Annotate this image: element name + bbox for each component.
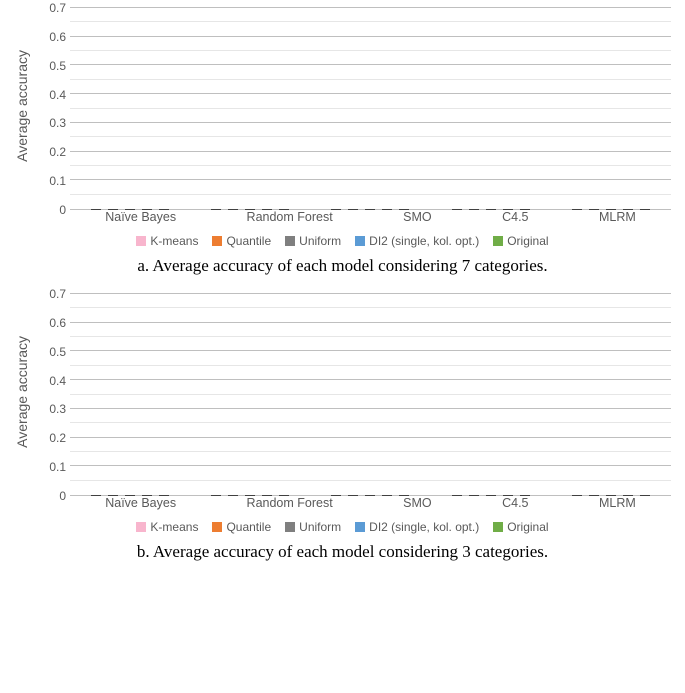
chart-panel-b: Average accuracy00.10.20.30.40.50.60.7Na…: [12, 294, 673, 562]
x-tick-label: Random Forest: [247, 496, 333, 514]
x-tick-label: Naïve Bayes: [105, 210, 176, 228]
y-tick-label: 0.1: [36, 460, 66, 474]
x-tick-label: SMO: [403, 210, 431, 228]
legend-label: DI2 (single, kol. opt.): [369, 520, 479, 534]
legend: K-means Quantile Uniform DI2 (single, kol. …: [12, 234, 673, 248]
legend-swatch: [355, 522, 365, 532]
x-axis-labels: Naïve Bayes Random Forest SMO C4.5 MLRM: [70, 210, 671, 228]
bar-groups: [70, 294, 671, 496]
legend-item: Uniform: [285, 234, 341, 248]
y-tick-label: 0.4: [36, 88, 66, 102]
y-tick-label: 0.4: [36, 374, 66, 388]
legend-label: Quantile: [226, 520, 271, 534]
chart-wrap: Average accuracy00.10.20.30.40.50.60.7Na…: [12, 294, 673, 514]
legend-item: K-means: [136, 234, 198, 248]
chart-wrap: Average accuracy00.10.20.30.40.50.60.7Na…: [12, 8, 673, 228]
y-tick-label: 0.3: [36, 116, 66, 130]
y-tick-label: 0.2: [36, 431, 66, 445]
legend-swatch: [136, 522, 146, 532]
x-tick-label: SMO: [403, 496, 431, 514]
legend-item: Original: [493, 234, 548, 248]
legend-swatch: [285, 522, 295, 532]
y-tick-label: 0.5: [36, 345, 66, 359]
legend-label: Original: [507, 520, 548, 534]
legend-item: Quantile: [212, 520, 271, 534]
plot-area: 00.10.20.30.40.50.60.7Naïve BayesRandom …: [36, 294, 673, 514]
legend-item: Quantile: [212, 234, 271, 248]
legend-label: DI2 (single, kol. opt.): [369, 234, 479, 248]
y-tick-label: 0.5: [36, 59, 66, 73]
x-tick-label: C4.5: [502, 210, 528, 228]
legend: K-means Quantile Uniform DI2 (single, kol. …: [12, 520, 673, 534]
y-axis-label: Average accuracy: [12, 50, 30, 162]
y-tick-label: 0.6: [36, 30, 66, 44]
x-tick-label: C4.5: [502, 496, 528, 514]
legend-item: DI2 (single, kol. opt.): [355, 520, 479, 534]
panel-caption: a. Average accuracy of each model consid…: [12, 256, 673, 276]
y-tick-label: 0: [36, 489, 66, 503]
x-tick-label: MLRM: [599, 210, 636, 228]
y-tick-label: 0.3: [36, 402, 66, 416]
legend-label: K-means: [150, 234, 198, 248]
x-tick-label: Random Forest: [247, 210, 333, 228]
legend-swatch: [212, 236, 222, 246]
legend-swatch: [355, 236, 365, 246]
legend-label: K-means: [150, 520, 198, 534]
y-tick-label: 0: [36, 203, 66, 217]
x-axis-labels: Naïve Bayes Random Forest SMO C4.5 MLRM: [70, 496, 671, 514]
legend-label: Uniform: [299, 520, 341, 534]
legend-item: Original: [493, 520, 548, 534]
legend-item: DI2 (single, kol. opt.): [355, 234, 479, 248]
x-tick-label: MLRM: [599, 496, 636, 514]
y-axis-label: Average accuracy: [12, 336, 30, 448]
legend-swatch: [493, 236, 503, 246]
chart-panel-a: Average accuracy00.10.20.30.40.50.60.7Na…: [12, 8, 673, 276]
y-tick-label: 0.6: [36, 316, 66, 330]
legend-label: Quantile: [226, 234, 271, 248]
y-tick-label: 0.2: [36, 145, 66, 159]
legend-swatch: [493, 522, 503, 532]
y-tick-label: 0.7: [36, 287, 66, 301]
legend-label: Original: [507, 234, 548, 248]
legend-label: Uniform: [299, 234, 341, 248]
page-root: Average accuracy 0 0.1 0.2 0.3 0.4 0.5 0.6 0.7 Na…: [0, 0, 685, 693]
panels-container: Average accuracy 0 0.1 0.2 0.3 0.4 0.5 0.6 0.7 Na…: [12, 8, 673, 562]
y-tick-label: 0.1: [36, 174, 66, 188]
legend-item: K-means: [136, 520, 198, 534]
legend-swatch: [212, 522, 222, 532]
bar-groups: [70, 8, 671, 210]
y-tick-label: 0.7: [36, 1, 66, 15]
x-tick-label: Naïve Bayes: [105, 496, 176, 514]
panel-caption: b. Average accuracy of each model consid…: [12, 542, 673, 562]
legend-swatch: [285, 236, 295, 246]
plot-area: 00.10.20.30.40.50.60.7Naïve BayesRandom …: [36, 8, 673, 228]
legend-swatch: [136, 236, 146, 246]
legend-item: Uniform: [285, 520, 341, 534]
